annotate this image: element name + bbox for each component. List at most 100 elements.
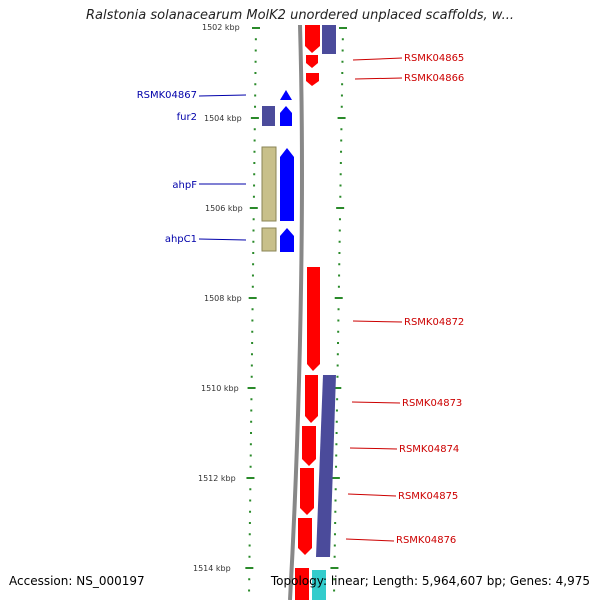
gene-arrow-RSMK04866[interactable]: [306, 55, 318, 68]
gene-label[interactable]: RSMK04872: [404, 317, 464, 328]
axis-minor-tick: [251, 342, 254, 344]
axis-major-tick: [330, 567, 339, 569]
ortholog-block[interactable]: [261, 146, 277, 222]
gene-label[interactable]: ahpC1: [165, 234, 197, 245]
reverse-feature[interactable]: [316, 375, 336, 557]
map-title: Ralstonia solanacearum MolK2 unordered u…: [85, 8, 514, 23]
axis-minor-tick: [341, 60, 344, 63]
reverse-feature[interactable]: [322, 25, 336, 54]
gene-arrow-RSMK04867[interactable]: [280, 90, 292, 100]
axis-minor-tick: [250, 432, 253, 434]
axis-minor-tick: [339, 184, 342, 187]
genome-summary: Topology: linear; Length: 5,964,607 bp; …: [270, 574, 590, 588]
axis-minor-tick: [249, 488, 252, 491]
axis-minor-tick: [339, 195, 342, 198]
axis-major-tick: [250, 117, 259, 119]
axis-minor-tick: [340, 105, 343, 108]
axis-minor-tick: [251, 308, 254, 311]
axis-major-tick: [337, 117, 346, 119]
gene-arrow-RSMK04876[interactable]: [298, 518, 312, 555]
axis-minor-tick: [341, 38, 344, 41]
ortholog-block[interactable]: [261, 227, 277, 252]
gene-arrow-RSMK04872[interactable]: [307, 267, 320, 371]
gene-arrow-RSMK04874[interactable]: [302, 426, 316, 466]
axis-minor-tick: [254, 105, 257, 108]
cyan-feature[interactable]: [312, 570, 326, 600]
axis-minor-tick: [335, 454, 338, 457]
gene-arrow-ahpF[interactable]: [280, 148, 294, 221]
axis-minor-tick: [250, 409, 253, 412]
axis-minor-tick: [252, 218, 255, 221]
axis-minor-tick: [338, 274, 341, 277]
tick-label: 1502 kbp: [202, 23, 240, 32]
axis-major-tick: [334, 297, 343, 299]
axis-minor-tick: [253, 139, 256, 142]
axis-minor-tick: [334, 522, 337, 524]
axis-minor-tick: [335, 409, 338, 412]
axis-minor-tick: [253, 150, 256, 153]
tick-label: 1506 kbp: [205, 204, 243, 213]
axis-minor-tick: [254, 83, 257, 86]
gene-segment[interactable]: [295, 568, 309, 600]
axis-minor-tick: [338, 218, 341, 221]
gene-label[interactable]: RSMK04874: [399, 444, 459, 455]
tick-label: 1512 kbp: [198, 474, 236, 483]
gene-label[interactable]: RSMK04865: [404, 53, 464, 64]
gene-label[interactable]: RSMK04866: [404, 73, 464, 84]
axis-minor-tick: [251, 274, 254, 277]
leader-line: [354, 77, 403, 80]
axis-major-tick: [336, 207, 345, 209]
gene-label[interactable]: ahpF: [172, 180, 197, 191]
axis-minor-tick: [253, 128, 256, 131]
leader-line: [352, 57, 403, 61]
axis-minor-tick: [248, 555, 251, 558]
axis-major-tick: [245, 567, 254, 569]
leader-line: [351, 401, 401, 404]
axis-minor-tick: [337, 308, 340, 311]
axis-minor-tick: [334, 510, 337, 513]
axis-minor-tick: [333, 578, 336, 581]
axis-minor-tick: [249, 443, 252, 446]
axis-minor-tick: [339, 162, 342, 164]
gene-label[interactable]: fur2: [177, 112, 197, 123]
leader-line: [349, 447, 398, 450]
axis-minor-tick: [253, 173, 256, 176]
axis-minor-tick: [250, 398, 253, 401]
axis-minor-tick: [341, 83, 344, 86]
axis-minor-tick: [252, 263, 255, 266]
axis-minor-tick: [335, 443, 338, 446]
axis-minor-tick: [251, 285, 254, 288]
axis-minor-tick: [251, 319, 254, 322]
gene-label[interactable]: RSMK04876: [396, 535, 456, 546]
axis-minor-tick: [335, 465, 338, 468]
gene-arrow-RSMK04865[interactable]: [305, 25, 320, 53]
gene-arrow-ahpC1[interactable]: [280, 228, 294, 252]
reverse-feature[interactable]: [262, 106, 275, 126]
tick-label: 1510 kbp: [201, 384, 239, 393]
axis-minor-tick: [252, 252, 255, 254]
axis-minor-tick: [250, 364, 253, 367]
gene-label[interactable]: RSMK04867: [137, 90, 197, 101]
axis-major-tick: [333, 387, 342, 389]
gene-arrow-RSMK04873[interactable]: [305, 375, 318, 423]
axis-major-tick: [246, 477, 255, 479]
axis-minor-tick: [340, 128, 343, 131]
gene-arrow[interactable]: [306, 73, 319, 86]
axis-minor-tick: [252, 195, 255, 198]
axis-minor-tick: [249, 454, 252, 457]
gene-label[interactable]: RSMK04875: [398, 491, 458, 502]
axis-minor-tick: [338, 263, 341, 266]
axis-minor-tick: [249, 465, 252, 468]
axis-minor-tick: [337, 319, 340, 322]
right-axis: [330, 27, 347, 592]
gene-arrow-fur2[interactable]: [280, 106, 292, 126]
gene-label[interactable]: RSMK04873: [402, 398, 462, 409]
axis-minor-tick: [250, 420, 253, 423]
axis-major-tick: [339, 27, 347, 29]
axis-major-tick: [249, 207, 258, 209]
gene-arrow-RSMK04875[interactable]: [300, 468, 314, 515]
accession-text: Accession: NS_000197: [9, 574, 145, 588]
axis-minor-tick: [252, 229, 255, 232]
axis-minor-tick: [340, 150, 343, 153]
